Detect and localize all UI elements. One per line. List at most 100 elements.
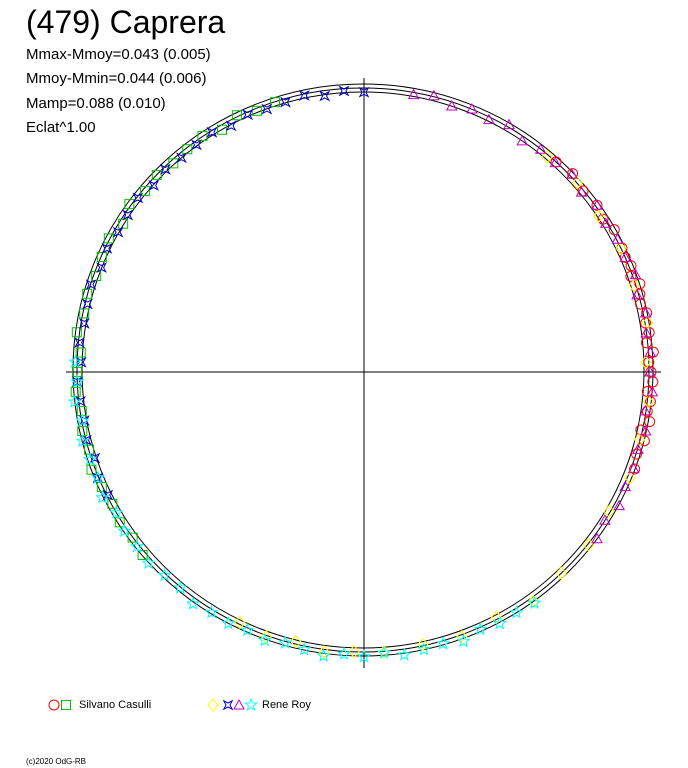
- data-point-diamond: [603, 504, 615, 519]
- data-point-triangle: [599, 217, 612, 228]
- legend-label-casulli: Silvano Casulli: [79, 699, 152, 711]
- data-point-diamond: [348, 644, 360, 659]
- data-point-diamond: [378, 645, 390, 659]
- data-point-diamond: [456, 629, 468, 644]
- data-point-star: [416, 642, 431, 656]
- data-point-star: [357, 649, 371, 663]
- data-point-star: [173, 580, 188, 594]
- data-point-x-star: [358, 86, 370, 98]
- data-point-star: [83, 452, 98, 466]
- stat-mmax-mmoy: Mmax-Mmoy=0.043 (0.005): [26, 46, 211, 63]
- data-point-circle: [629, 463, 641, 475]
- data-point-triangle: [591, 532, 603, 544]
- data-point-star: [75, 413, 90, 427]
- data-point-circle: [625, 270, 637, 282]
- data-point-x-star: [85, 279, 97, 291]
- data-point-triangle: [428, 89, 440, 101]
- data-point-diamond: [541, 150, 553, 164]
- data-point-star: [316, 648, 331, 662]
- data-point-star: [204, 605, 219, 619]
- data-point-diamond: [290, 634, 302, 649]
- stat-eclat: Eclat^1.00: [26, 119, 96, 136]
- data-point-star: [221, 615, 236, 630]
- data-point-square: [127, 532, 138, 543]
- data-point-star: [90, 470, 105, 484]
- data-point-triangle: [575, 186, 588, 197]
- data-point-circle: [644, 396, 656, 408]
- data-point-star: [473, 622, 488, 636]
- data-point-triangle: [466, 102, 478, 114]
- data-point-x-star: [112, 226, 124, 238]
- data-point-star: [436, 636, 451, 650]
- model-curve-lower: [81, 91, 645, 649]
- data-point-x-star: [319, 90, 331, 102]
- data-point-diamond: [417, 637, 429, 652]
- legend-marker-circle: [48, 699, 60, 711]
- stat-mmoy-mmin: Mmoy-Mmin=0.044 (0.006): [26, 70, 207, 87]
- data-point-triangle: [549, 156, 562, 168]
- legend-label-roy: Rene Roy: [262, 699, 311, 711]
- data-point-x-star: [81, 298, 93, 310]
- data-point-triangle: [639, 424, 652, 436]
- data-point-circle: [631, 448, 643, 460]
- legend-marker-x-star: [222, 699, 234, 711]
- data-point-x-star: [280, 96, 291, 108]
- data-point-x-star: [176, 152, 187, 164]
- data-point-x-star: [92, 472, 104, 484]
- data-point-x-star: [71, 376, 83, 388]
- data-point-diamond: [640, 355, 652, 370]
- data-point-square: [70, 386, 81, 397]
- data-point-diamond: [260, 629, 272, 644]
- data-point-star: [67, 394, 82, 408]
- data-point-circle: [625, 260, 637, 272]
- data-point-x-star: [75, 356, 87, 368]
- data-point-star: [376, 645, 392, 660]
- data-point-triangle: [631, 288, 643, 300]
- data-point-square: [151, 169, 162, 180]
- data-point-square: [79, 308, 90, 319]
- data-point-triangle: [483, 113, 495, 125]
- data-point-circle: [643, 356, 655, 368]
- data-point-star: [278, 635, 293, 649]
- data-point-x-star: [78, 318, 90, 329]
- data-point-star: [68, 354, 83, 369]
- data-point-diamond: [571, 176, 583, 190]
- data-point-star: [141, 555, 156, 570]
- data-point-triangle: [611, 233, 624, 244]
- data-point-square: [270, 97, 281, 108]
- legend-markers: [48, 697, 258, 712]
- data-point-circle: [608, 224, 620, 236]
- data-point-square: [139, 185, 150, 196]
- data-point-square: [103, 233, 114, 244]
- data-point-triangle: [598, 514, 611, 525]
- data-point-star: [456, 633, 471, 648]
- data-point-triangle: [640, 326, 653, 338]
- data-point-triangle: [646, 385, 659, 397]
- data-point-square: [82, 288, 93, 299]
- data-point-triangle: [632, 443, 644, 454]
- data-point-star: [492, 615, 507, 630]
- data-point-triangle: [629, 268, 642, 280]
- data-point-diamond: [624, 471, 636, 485]
- data-point-star: [527, 595, 542, 610]
- data-point-x-star: [96, 262, 107, 273]
- legend-marker-star: [244, 697, 258, 712]
- model-curve-upper: [72, 83, 654, 657]
- model-curves: [72, 83, 654, 657]
- data-point-x-star: [338, 85, 350, 97]
- data-point-star: [70, 374, 85, 388]
- legend-marker-triangle: [233, 698, 245, 710]
- data-point-diamond: [318, 645, 330, 659]
- data-point-star: [509, 605, 524, 619]
- data-point-star: [297, 642, 312, 656]
- data-point-square: [91, 270, 102, 281]
- legend-marker-diamond: [207, 698, 219, 712]
- data-point-diamond: [234, 615, 246, 630]
- data-point-diamond: [527, 594, 539, 609]
- data-point-x-star: [148, 179, 160, 191]
- data-point-circle: [647, 346, 659, 358]
- data-point-x-star: [242, 109, 254, 121]
- data-point-triangle: [644, 365, 656, 377]
- data-point-circle: [597, 213, 609, 225]
